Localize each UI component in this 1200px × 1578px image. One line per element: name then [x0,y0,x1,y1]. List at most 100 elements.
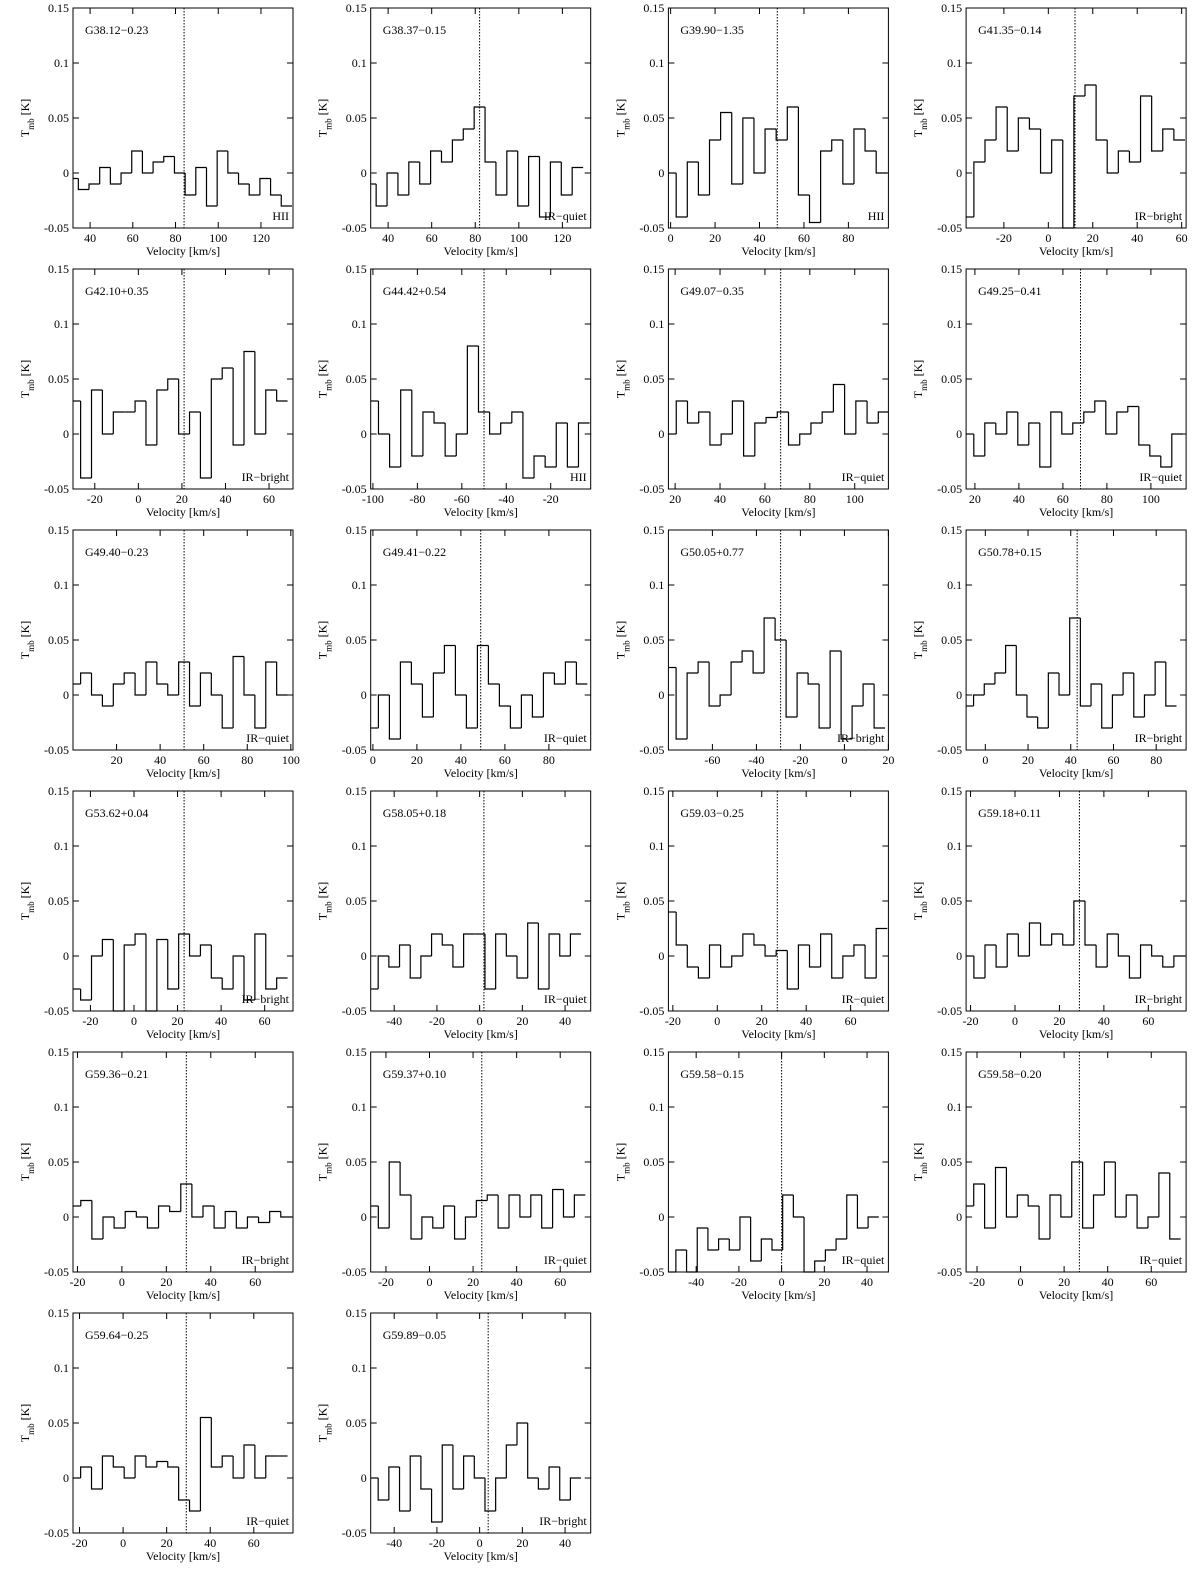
spectrum-channel [167,939,179,990]
y-tick-label: 0.15 [48,1306,69,1320]
source-name: G50.05+0.77 [680,545,743,559]
spectrum-channel [243,956,255,1001]
y-tick-label: 0.05 [643,1155,664,1169]
x-tick-label: 40 [1131,231,1143,245]
spectrum-channel [163,155,175,162]
spectrum-channel [527,1423,539,1479]
spectrum-channel [753,118,766,174]
spectrum-channel [984,139,997,162]
spectrum-channel [542,672,555,717]
spectrum-channel [575,662,588,685]
spectrum-channel [754,422,767,456]
x-tick-label: 100 [846,492,864,506]
spectrum-channel [720,433,733,445]
y-axis-label-part: [K] [911,621,925,641]
panel: -0.05 0 0.05 0.1 0.15 20 40 60 80 100 Velocity [km… [613,262,889,519]
y-axis-label-part: mb [26,1162,36,1174]
y-axis-label-part: [K] [613,1143,627,1163]
spectrum-channel [864,129,877,152]
spectrum-channel [399,1162,411,1196]
source-name: G38.12−0.23 [85,23,148,37]
plot-frame [965,7,1187,229]
spectrum-channel [112,939,125,1012]
source-class: IR−quiet [544,992,587,1006]
y-axis-label-part: [K] [613,360,627,380]
x-tick-label: 60 [263,492,275,506]
y-tick-label: 0.05 [346,111,367,125]
y-axis-label-part: T [316,651,330,659]
spectrum-channel [146,1217,159,1229]
spectrum-channel [134,933,146,945]
y-tick-label: 0.1 [54,578,69,592]
spectrum-channel [739,1216,751,1250]
spectrum-channel [698,411,710,423]
spectrum-channel [1171,433,1183,467]
x-tick-label: -40 [386,1536,402,1550]
spectrum-channel [145,934,157,1012]
spectrum-channel [377,1206,390,1229]
spectrum-channel [1006,107,1019,152]
panel: -0.05 0 0.05 0.1 0.15 -20 0 20 40 60 Velocity [km/… [911,1,1188,258]
y-axis-label-part: [K] [911,360,925,380]
x-tick-label: 40 [800,1014,812,1028]
source-class: IR−bright [242,470,290,484]
x-tick-label: -80 [409,492,425,506]
x-tick-label: 40 [84,231,96,245]
y-tick-label: 0 [658,1210,664,1224]
spectrum-channel [441,1444,453,1522]
spectrum-channel [157,1205,170,1228]
x-tick-label: 20 [669,492,681,506]
spectrum-channel [1092,1194,1105,1228]
x-tick-label: 40 [154,753,166,767]
y-tick-label: -0.05 [44,743,69,757]
panel: -0.05 0 0.05 0.1 0.15 40 60 80 100 120 Velocity [k… [18,1,294,258]
y-axis-label: Tmb [K] [316,882,334,921]
spectrum-channel [145,1456,157,1468]
source-name: G50.78+0.15 [978,545,1041,559]
y-axis-label-part: [K] [18,99,32,119]
y-axis-label: Tmb [K] [613,621,631,660]
spectrum-channel [776,411,789,418]
spectrum-channel [743,401,755,457]
spectrum-channel [517,151,529,207]
x-axis-label: Velocity [km/s] [1039,1027,1113,1041]
y-axis-label-part: mb [621,1162,631,1174]
spectrum-channel [276,662,288,696]
spectrum-channel [1082,1162,1094,1229]
source-class: IR−quiet [544,1253,587,1267]
spectrum-channel [717,1238,730,1250]
plot-frame [370,790,592,1012]
spectrum-channel [80,989,92,1001]
spectrum-channel [134,673,146,696]
spectrum-channel [508,1194,520,1228]
spectrum-channel [202,1205,215,1217]
y-tick-label: 0 [658,688,664,702]
panel: -0.05 0 0.05 0.1 0.15 -20 0 20 40 60 Velocity [km/… [18,1045,294,1302]
x-tick-label: -20 [378,1275,394,1289]
y-tick-label: 0.15 [643,1,664,15]
spectrum-channel [169,1206,181,1213]
spectrum-channel [254,351,266,435]
spectrum-channel [452,1445,464,1490]
spectrum-channel [818,684,831,729]
y-tick-label: -0.05 [937,1265,962,1279]
spectrum-channel [564,661,577,684]
spectrum-channel [199,672,212,706]
spectrum-channel [400,389,412,467]
spectrum-channel [1073,900,1085,945]
spectrum-channel [99,166,111,184]
spectrum-channel [877,411,889,423]
y-tick-label: -0.05 [44,482,69,496]
spectrum-channel [537,1478,550,1490]
y-axis-label: Tmb [K] [911,360,929,399]
y-axis-label-part: [K] [911,882,925,902]
spectrum-channel [213,1206,226,1229]
spectrum-channel [1028,922,1041,956]
spectrum-channel [1028,422,1040,445]
y-axis-label: Tmb [K] [613,1143,631,1182]
spectrum-channel [1139,95,1152,162]
spectrum-channel [851,705,864,739]
y-tick-label: 0 [63,1471,69,1485]
